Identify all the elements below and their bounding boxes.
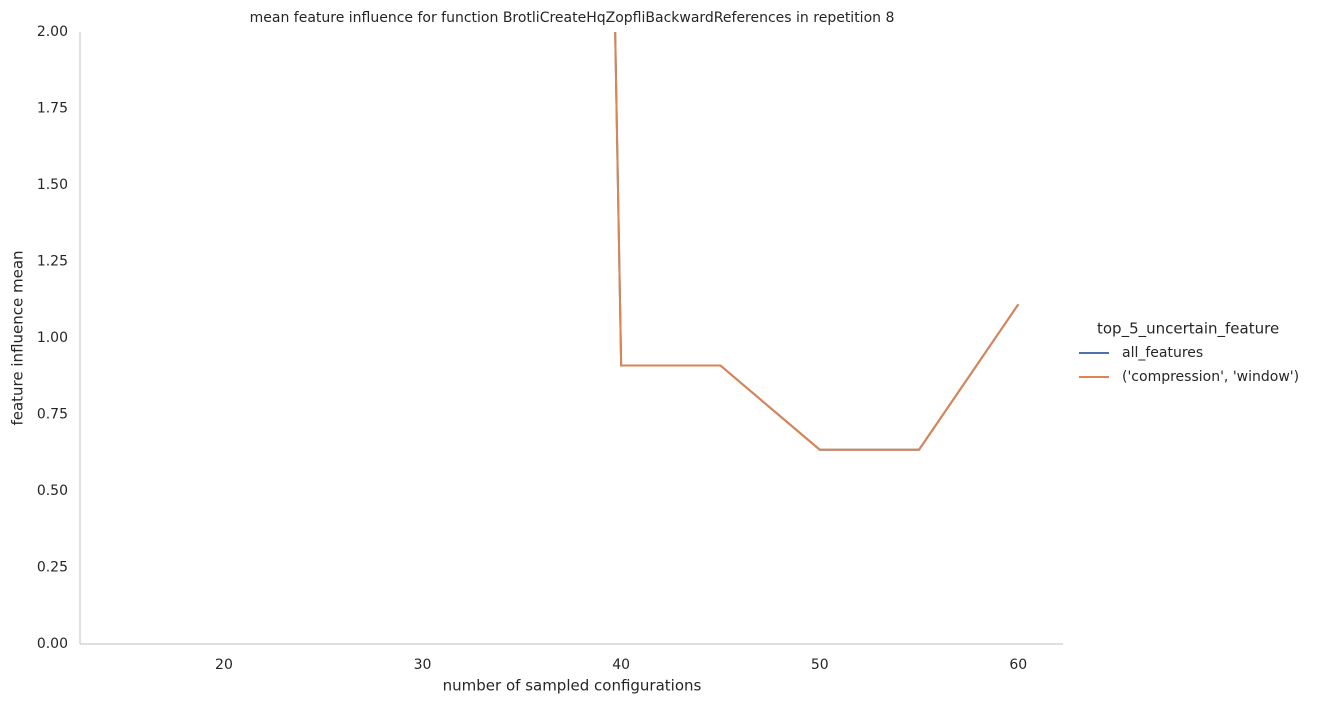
y-tick-label: 0.50 [37, 483, 68, 499]
y-tick-label: 1.50 [37, 177, 68, 193]
legend-label: ('compression', 'window') [1122, 369, 1299, 385]
y-tick-label: 0.25 [37, 560, 68, 576]
x-tick-label: 30 [414, 657, 432, 673]
x-tick-label: 20 [215, 657, 233, 673]
y-tick-label: 1.75 [37, 101, 68, 117]
x-axis-label: number of sampled configurations [443, 677, 702, 695]
y-tick-label: 1.00 [37, 330, 68, 346]
legend-title: top_5_uncertain_feature [1097, 320, 1279, 339]
y-tick-label: 0.00 [37, 636, 68, 652]
y-tick-label: 2.00 [37, 24, 68, 40]
series-line [614, 32, 1020, 451]
x-tick-label: 50 [811, 657, 829, 673]
y-tick-label: 1.25 [37, 254, 68, 270]
x-tick-label: 60 [1009, 657, 1027, 673]
x-tick-label: 40 [612, 657, 630, 673]
legend-label: all_features [1122, 345, 1203, 361]
y-tick-label: 0.75 [37, 407, 68, 423]
series-line [614, 32, 1020, 451]
y-axis-label: feature influence mean [9, 250, 27, 425]
plot-area [614, 32, 1020, 451]
chart-title: mean feature influence for function Brot… [250, 10, 895, 26]
